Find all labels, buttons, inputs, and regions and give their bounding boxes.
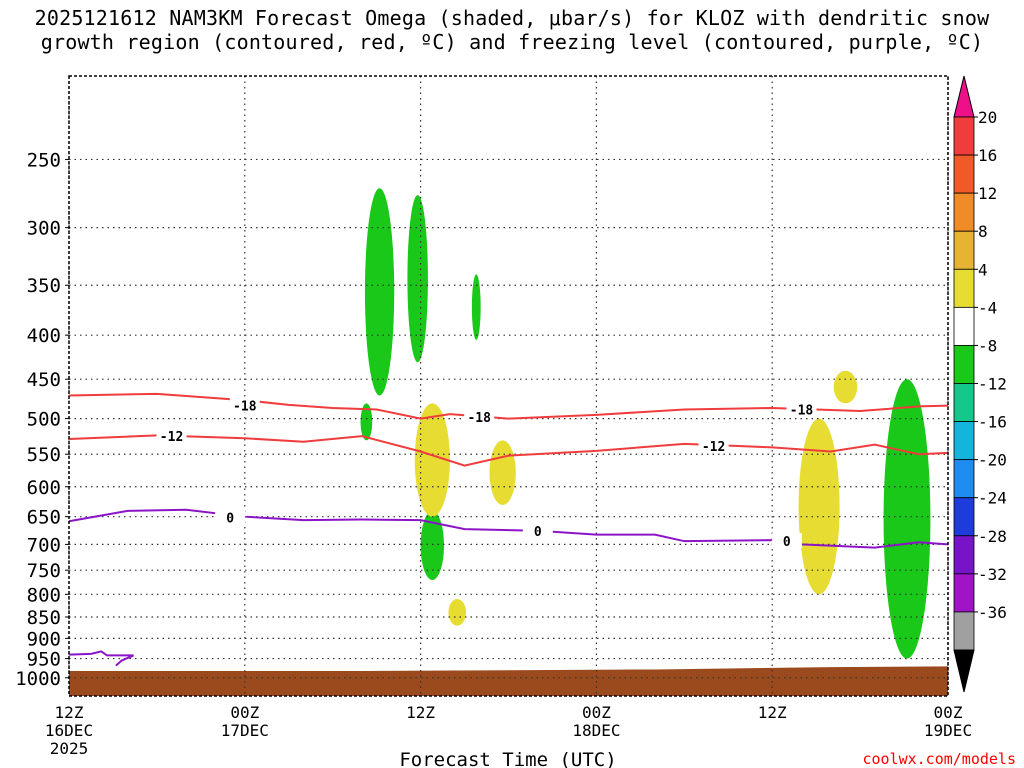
colorbar-label-3: 8 [978,222,988,241]
y-tick-label-800: 800 [27,584,61,606]
chart-title-line-2: growth region (contoured, red, ºC) and f… [40,30,984,54]
y-tick-label-850: 850 [27,607,61,629]
colorbar-label-11: -28 [978,527,1007,546]
colorbar-top-triangle [953,75,975,118]
contour-label-bg-3 [156,428,187,444]
x-tick-label-12: 00Z [230,703,259,722]
contour-label-bg-6 [522,522,553,538]
y-tick-label-500: 500 [27,409,61,431]
colorbar-label-4: 4 [978,260,988,279]
x-tick-date-12: 17DEC [221,721,269,740]
y-tick-label-600: 600 [27,477,61,499]
x-tick-year-0: 2025 [50,739,89,758]
colorbar-segment-7 [953,383,975,422]
omega-area-5 [414,403,450,517]
colorbar-segment-12 [953,573,975,613]
contour-0-lowlevel [68,650,134,667]
y-tick-label-350: 350 [27,275,61,297]
colorbar-label-7: -12 [978,375,1007,394]
x-tick-date-36: 18DEC [572,721,620,740]
y-tick-label-700: 700 [27,534,61,556]
colorbar-label-2: 12 [978,184,997,203]
omega-area-10 [883,379,931,659]
colorbar-label-5: -4 [978,298,997,317]
y-tick-label-400: 400 [27,325,61,347]
y-tick-label-300: 300 [27,218,61,240]
contour-label-bg-0 [229,397,260,413]
omega-area-8 [833,370,858,404]
contour-label-3: -12 [160,430,183,445]
colorbar-segment-11 [953,535,975,575]
x-tick-label-24: 12Z [406,703,435,722]
contour-label-0: -18 [233,400,257,415]
plot-frame [68,75,949,697]
omega-area-1 [407,195,428,363]
y-tick-label-450: 450 [27,369,61,391]
omega-area-9 [798,418,840,595]
colorbar-segment-10 [953,497,975,537]
contour-m12 [68,434,949,467]
x-tick-label-48: 12Z [758,703,787,722]
x-tick-label-36: 00Z [582,703,611,722]
x-axis-label: Forecast Time (UTC) [399,749,616,768]
colorbar-segment-5 [953,306,975,346]
colorbar-label-13: -36 [978,603,1007,622]
x-tick-date-60: 19DEC [924,721,972,740]
colorbar-label-6: -8 [978,336,997,355]
omega-area-0 [364,188,395,396]
colorbar-segment-2 [953,192,975,232]
y-tick-label-1000: 1000 [15,668,61,690]
y-tick-label-550: 550 [27,444,61,466]
colorbar-segment-3 [953,230,975,270]
colorbar-segment-4 [953,268,975,308]
colorbar-segment-1 [953,154,975,194]
x-tick-label-0: 12Z [55,703,84,722]
colorbar-segment-0 [953,116,975,156]
contour-label-2: -18 [790,404,814,419]
colorbar-segment-6 [953,345,975,384]
omega-area-7 [448,598,467,626]
x-tick-label-60: 00Z [934,703,963,722]
contour-label-7: 0 [783,535,791,550]
contour-label-6: 0 [534,525,542,540]
credit-text: coolwx.com/models [862,750,1016,768]
contour-label-5: 0 [226,511,234,526]
colorbar-label-9: -20 [978,451,1007,470]
omega-area-2 [471,274,481,340]
omega-area-4 [420,510,445,581]
y-tick-label-900: 900 [27,628,61,650]
contour-label-bg-1 [464,409,495,425]
colorbar-label-8: -16 [978,413,1007,432]
contour-label-1: -18 [467,411,491,426]
colorbar-segment-13 [953,611,975,651]
plot-area [69,76,948,696]
contour-label-bg-7 [771,533,802,549]
contour-label-4: -12 [702,440,725,455]
y-tick-label-950: 950 [27,649,61,671]
colorbar-label-0: 20 [978,108,997,127]
y-tick-label-250: 250 [27,149,61,171]
contour-label-bg-5 [215,509,246,525]
y-tick-label-650: 650 [27,507,61,529]
colorbar-segment-9 [953,459,975,499]
omega-area-3 [360,403,373,441]
y-tick-label-750: 750 [27,560,61,582]
colorbar-label-10: -24 [978,489,1007,508]
contour-label-bg-4 [698,437,729,453]
terrain-fill [69,666,948,696]
chart-title-line-1: 2025121612 NAM3KM Forecast Omega (shaded… [34,6,990,30]
colorbar-bottom-triangle [953,649,975,693]
colorbar-label-12: -32 [978,565,1007,584]
colorbar-label-1: 16 [978,146,997,165]
omega-area-6 [489,440,516,506]
contour-label-bg-2 [786,401,817,417]
x-tick-date-0: 16DEC [45,721,93,740]
colorbar-segment-8 [953,421,975,461]
